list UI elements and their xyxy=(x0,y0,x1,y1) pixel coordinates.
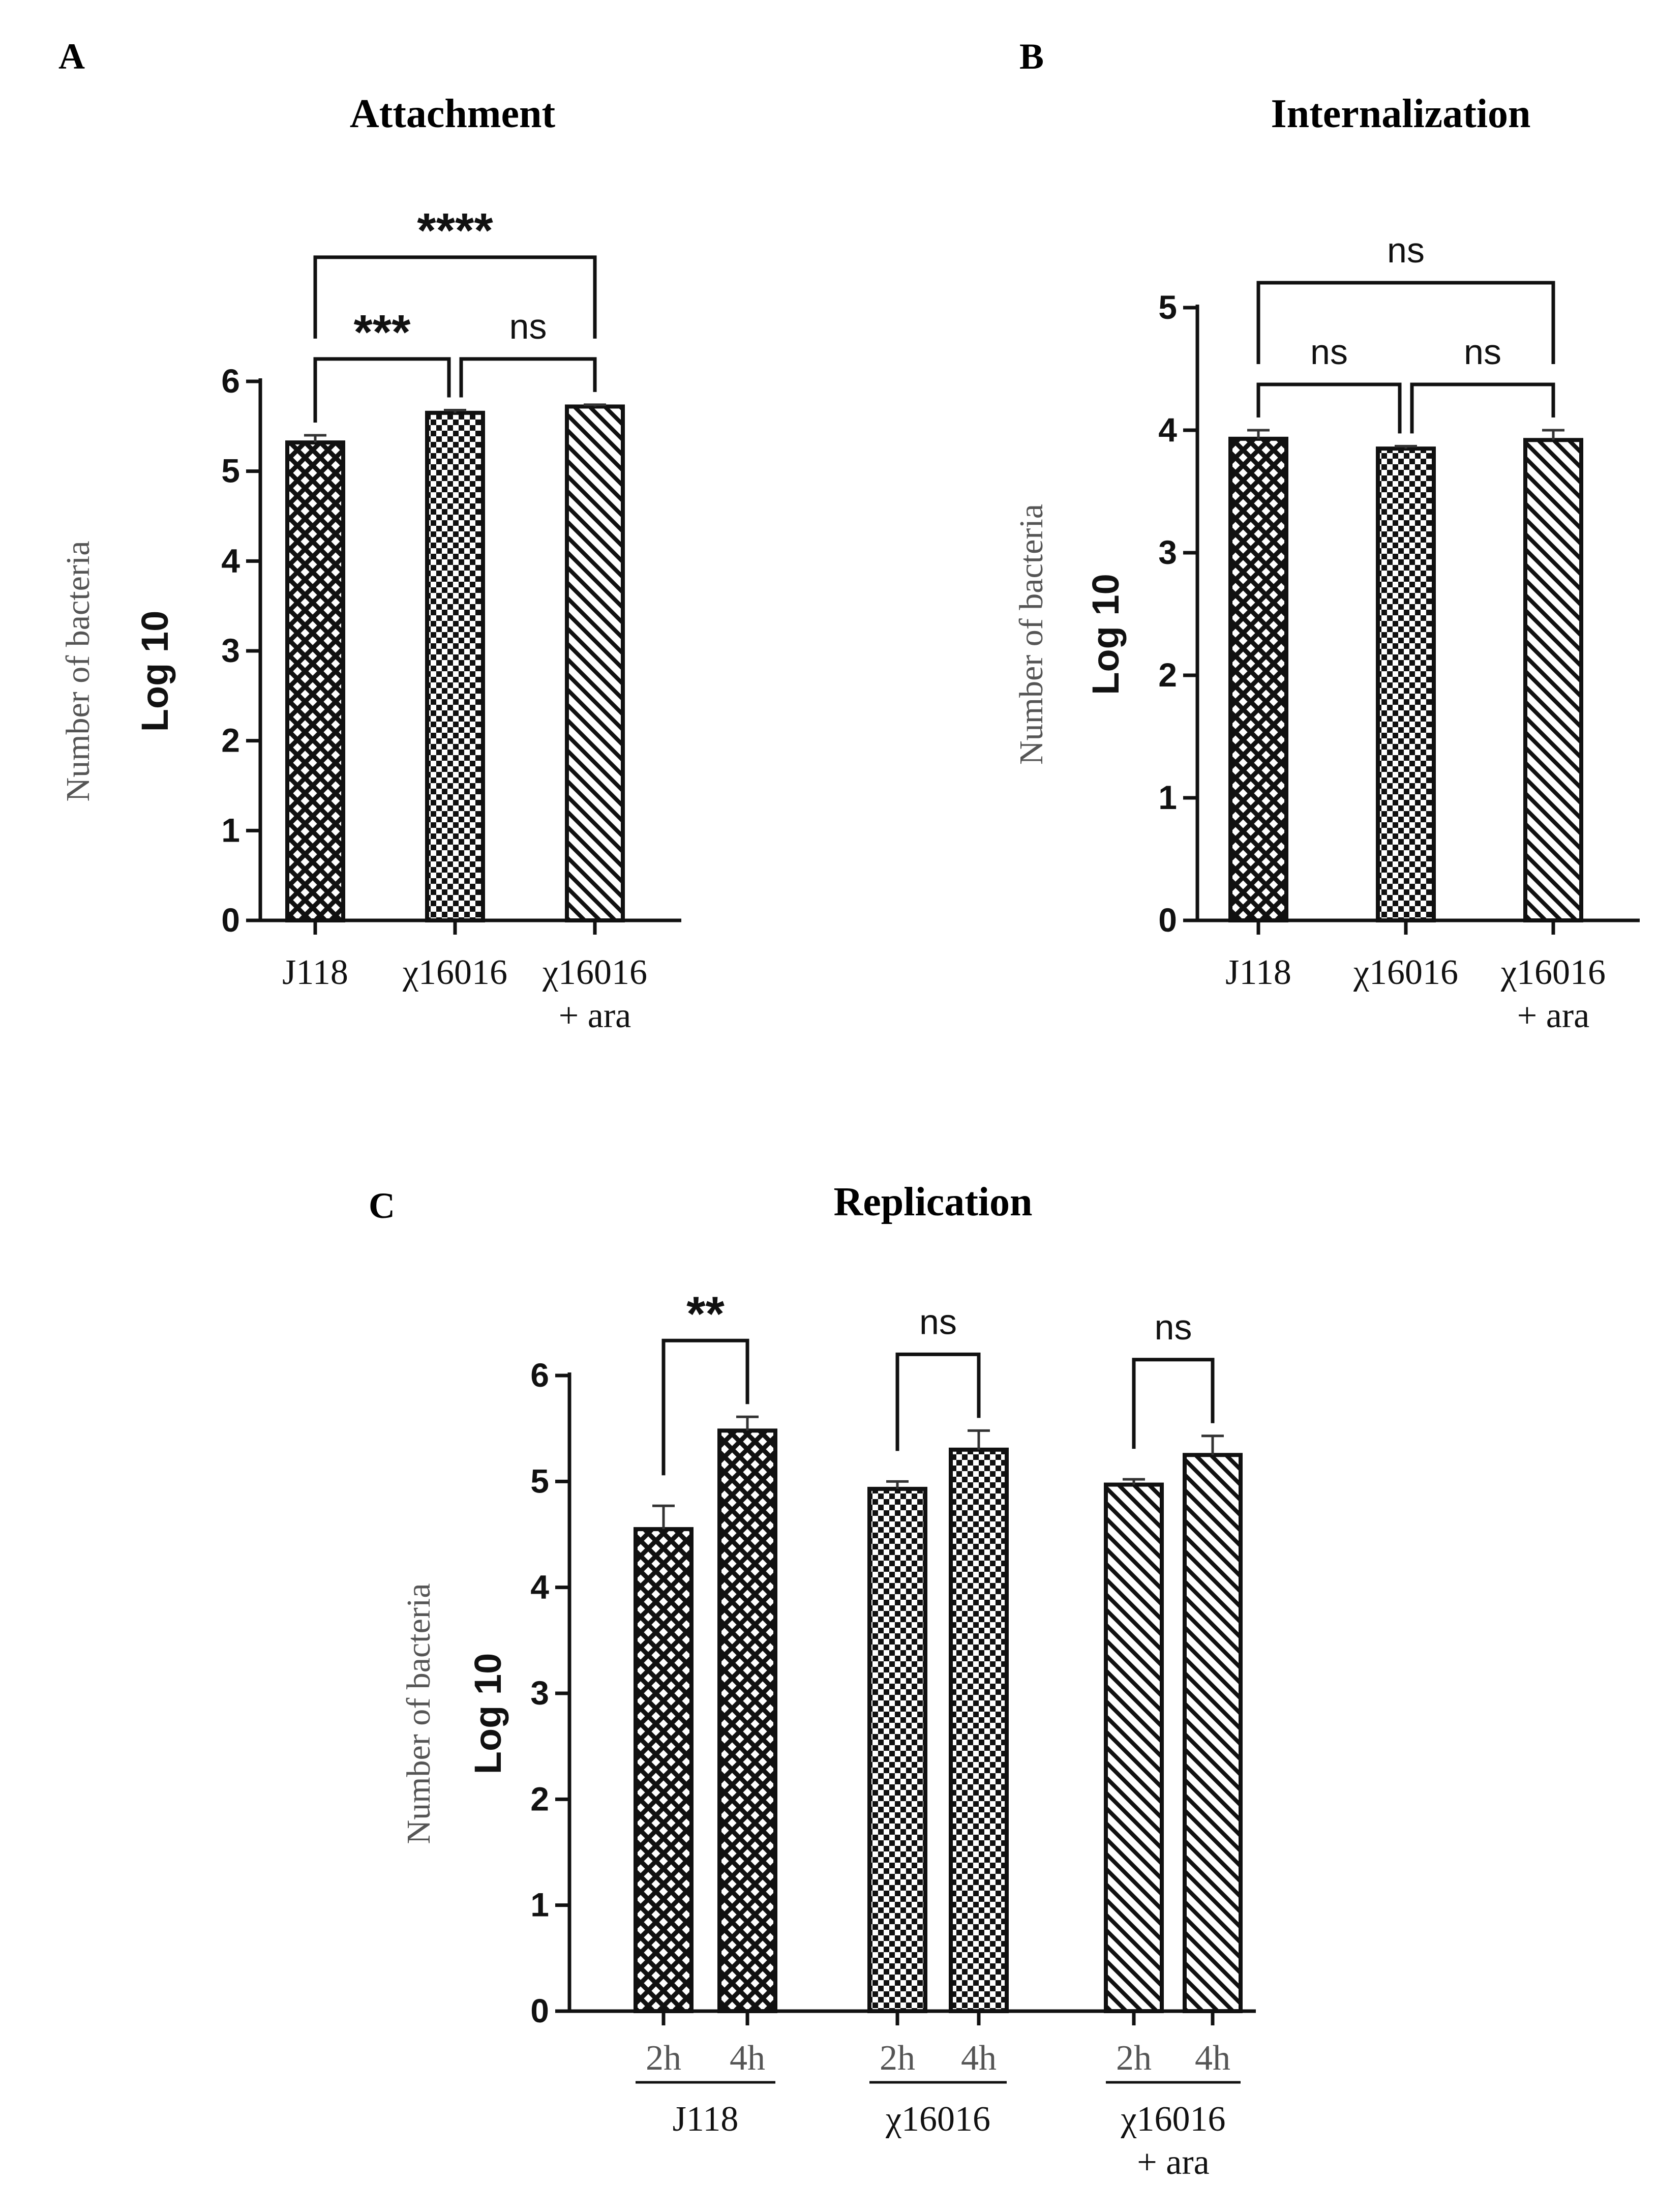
x-tick-label-b: + ara xyxy=(1517,996,1589,1035)
panel-internalization: B Internalization 0 1 2 3 4 5 Number of bacter… xyxy=(1013,36,1640,1035)
y-tick-label-b: 2 xyxy=(1158,656,1177,694)
y-tick-label-a: 4 xyxy=(221,542,240,579)
group-label-c: χ16016 xyxy=(1120,2100,1225,2139)
group-label-c: J118 xyxy=(673,2100,739,2139)
plot-area-attachment: 0 1 2 3 4 5 6 Number of bacteria Log 10 J118 χ1601… xyxy=(59,203,681,1035)
bar-b xyxy=(1228,436,1288,922)
y-axis-unit-c: Log 10 xyxy=(467,1653,509,1774)
y-tick-label-a: 6 xyxy=(221,362,240,400)
significance-label-a: *** xyxy=(353,305,411,360)
bar-c xyxy=(949,1447,1009,2013)
significance-bracket-c xyxy=(1132,1358,1215,1449)
x-tick-label-b: χ16016 xyxy=(1353,953,1458,992)
y-tick-label-a: 1 xyxy=(221,811,240,849)
x-tick-label-c: 2h xyxy=(1116,2039,1152,2078)
significance-bracket-b xyxy=(1410,382,1555,434)
y-tick-label-c: 4 xyxy=(530,1568,549,1606)
significance-label-b: ns xyxy=(1310,332,1348,372)
y-tick-label-b: 1 xyxy=(1158,779,1177,816)
x-tick-label-a: + ara xyxy=(559,996,631,1035)
significance-label-b: ns xyxy=(1464,332,1501,372)
x-tick-label-a: χ16016 xyxy=(402,953,507,992)
significance-bracket-b xyxy=(1256,382,1402,434)
plot-area-internalization: 0 1 2 3 4 5 Number of bacteria Log 10 J118 χ16016… xyxy=(1013,230,1640,1035)
y-axis-unit-a: Log 10 xyxy=(134,611,176,732)
significance-label-b: ns xyxy=(1387,230,1425,270)
bar-a xyxy=(425,410,485,922)
y-tick-label-a: 0 xyxy=(221,901,240,939)
y-axis-title-c: Number of bacteria xyxy=(400,1583,437,1844)
bar-a xyxy=(285,440,345,922)
bar-c xyxy=(717,1428,777,2013)
x-tick-label-c: 4h xyxy=(1195,2039,1230,2078)
bar-c xyxy=(634,1527,694,2013)
y-tick-label-a: 3 xyxy=(221,632,240,669)
chart-title-attachment: Attachment xyxy=(350,92,556,136)
panel-replication: C Replication 0 1 2 3 4 5 6 Number of bacteria L… xyxy=(369,1180,1256,2182)
group-label-c: + ara xyxy=(1137,2143,1209,2182)
x-tick-label-a: J118 xyxy=(282,953,348,992)
y-tick-label-a: 5 xyxy=(221,452,240,490)
plot-area-replication: 0 1 2 3 4 5 6 Number of bacteria Log 10 2h 4h J118 *… xyxy=(400,1287,1256,2182)
bar-c xyxy=(1104,1482,1164,2013)
bar-b xyxy=(1523,438,1583,922)
significance-bracket-c xyxy=(661,1338,749,1476)
y-tick-label-c: 2 xyxy=(530,1780,549,1817)
panel-label-c: C xyxy=(369,1185,395,1226)
bar-c xyxy=(867,1486,927,2014)
significance-label-c: ** xyxy=(686,1287,725,1341)
bar-b xyxy=(1376,446,1436,922)
panel-attachment: A Attachment 0 1 2 3 4 5 6 Number of bacteria Lo… xyxy=(58,36,681,1035)
y-axis-title-b: Number of bacteria xyxy=(1013,504,1050,765)
y-tick-label-c: 6 xyxy=(530,1356,549,1394)
significance-label-a: **** xyxy=(417,203,493,258)
x-tick-label-c: 4h xyxy=(730,2039,765,2078)
x-tick-label-b: J118 xyxy=(1225,953,1291,992)
chart-title-replication: Replication xyxy=(833,1180,1032,1224)
x-tick-label-c: 2h xyxy=(646,2039,681,2078)
y-tick-label-c: 0 xyxy=(530,1992,549,2029)
y-axis-unit-b: Log 10 xyxy=(1084,574,1127,695)
y-tick-label-b: 3 xyxy=(1158,533,1177,571)
y-tick-label-b: 0 xyxy=(1158,901,1177,939)
panel-label-a: A xyxy=(58,36,85,77)
significance-label-c: ns xyxy=(1155,1307,1192,1347)
significance-bracket-b xyxy=(1256,281,1555,364)
y-tick-label-c: 3 xyxy=(530,1674,549,1712)
significance-label-c: ns xyxy=(919,1302,957,1341)
y-axis-title-a: Number of bacteria xyxy=(59,541,97,801)
bar-c xyxy=(1183,1453,1243,2013)
significance-label-a: ns xyxy=(509,307,547,346)
chart-title-internalization: Internalization xyxy=(1271,92,1530,136)
y-tick-label-b: 4 xyxy=(1158,411,1177,449)
significance-bracket-a xyxy=(313,255,597,339)
significance-bracket-c xyxy=(895,1352,981,1451)
y-tick-label-a: 2 xyxy=(221,722,240,759)
y-tick-label-c: 1 xyxy=(530,1886,549,1924)
x-tick-label-c: 2h xyxy=(880,2039,915,2078)
x-tick-label-b: χ16016 xyxy=(1500,953,1606,992)
significance-bracket-a xyxy=(313,357,451,423)
y-tick-label-b: 5 xyxy=(1158,288,1177,326)
x-tick-label-a: χ16016 xyxy=(542,953,647,992)
bar-a xyxy=(565,404,625,922)
panel-label-b: B xyxy=(1019,36,1044,77)
x-tick-label-c: 4h xyxy=(961,2039,997,2078)
group-label-c: χ16016 xyxy=(885,2100,990,2139)
y-tick-label-c: 5 xyxy=(530,1462,549,1500)
significance-bracket-a xyxy=(459,357,597,398)
